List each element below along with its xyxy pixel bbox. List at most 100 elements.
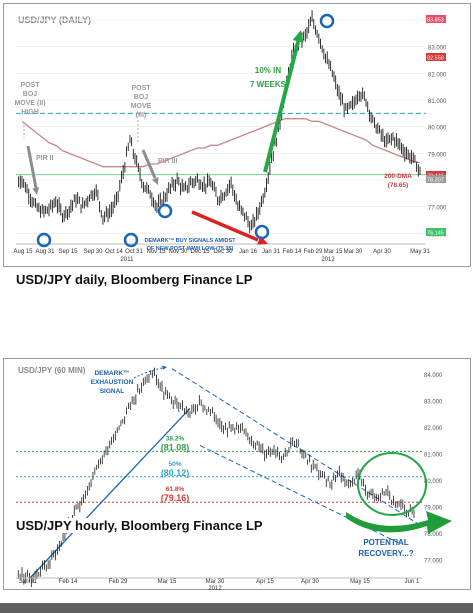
daily-y-tick-label: 77.000 bbox=[428, 206, 447, 212]
daily-200dma-label: 200-DMA bbox=[384, 173, 412, 180]
daily-y-tick-label: 83.000 bbox=[428, 46, 447, 52]
hourly-x-tick-label: Jun 1 bbox=[405, 579, 420, 585]
hourly-title: USD/JPY (60 MIN) bbox=[18, 366, 86, 375]
daily-gray-arrow-shaft bbox=[26, 145, 38, 189]
daily-gain-label: 10% IN bbox=[255, 66, 281, 75]
daily-x-tick-label: Aug 31 bbox=[35, 249, 55, 255]
daily-x-tick-label: Oct 14 bbox=[105, 249, 123, 255]
hourly-x-tick-label: Apr 15 bbox=[256, 579, 274, 585]
daily-gray-arrow-head bbox=[151, 177, 159, 185]
daily-x-tick-label: Mar 30 bbox=[344, 249, 363, 255]
daily-gray-arrow-head bbox=[32, 187, 40, 195]
hourly-fib-label: 61.8% bbox=[166, 486, 185, 493]
daily-x-tick-label: Jan 31 bbox=[262, 249, 281, 255]
hourly-demark-label: SIGNAL bbox=[100, 388, 125, 395]
daily-x-tick-label: Mar 15 bbox=[324, 249, 343, 255]
daily-x-tick-label: Dec 15 bbox=[190, 249, 210, 255]
daily-x-tick-label: Feb 29 bbox=[304, 249, 323, 255]
hourly-y-tick-label: 78.000 bbox=[424, 532, 443, 538]
daily-x-tick-label: Aug 15 bbox=[13, 249, 33, 255]
daily-post-boj-iii-label: (III) bbox=[136, 112, 147, 119]
hourly-chart-frame bbox=[3, 358, 471, 590]
daily-price-tag bbox=[426, 15, 446, 23]
bottom-bar bbox=[0, 603, 473, 613]
hourly-x-tick-label: Feb 29 bbox=[109, 579, 128, 585]
daily-price-tag bbox=[426, 53, 446, 61]
daily-200dma-label: (78.65) bbox=[388, 182, 409, 189]
daily-green-arrow-head bbox=[292, 30, 304, 43]
daily-price-tag-label: 78.207 bbox=[427, 178, 444, 184]
daily-price-tag-label: 76.145 bbox=[427, 231, 444, 237]
hourly-y-tick-label: 77.000 bbox=[424, 558, 443, 564]
hourly-y-tick-label: 82.000 bbox=[424, 426, 443, 432]
hourly-recovery-label: RECOVERY...? bbox=[358, 549, 413, 558]
hourly-x-tick-label: Feb 14 bbox=[59, 579, 78, 585]
daily-post-boj-iii-label: BOJ bbox=[134, 94, 149, 101]
daily-price-tag bbox=[426, 228, 446, 236]
hourly-fib-label: 38.2% bbox=[166, 435, 185, 442]
hourly-x-tick-label: Jan 31 bbox=[19, 579, 38, 585]
hourly-uptrend-line bbox=[29, 407, 191, 579]
hourly-fib-value: (79.16) bbox=[161, 493, 190, 503]
daily-post-boj-ii-label: MOVE (II) bbox=[14, 100, 45, 107]
daily-green-arrow-shaft bbox=[263, 41, 300, 173]
daily-demark-label: OF NEW POST WWII LOW (75.35) bbox=[147, 246, 234, 252]
daily-post-boj-ii-label: HIGH bbox=[21, 109, 39, 116]
daily-gray-arrow-shaft bbox=[141, 149, 157, 179]
daily-x-tick-label: Feb 14 bbox=[283, 249, 302, 255]
daily-y-tick-label: 81.000 bbox=[428, 99, 447, 105]
hourly-demark-pointer-head bbox=[162, 365, 167, 370]
hourly-chart-caption: USD/JPY hourly, Bloomberg Finance LP bbox=[16, 518, 265, 533]
hourly-fib-value: (81.08) bbox=[161, 442, 190, 452]
hourly-channel-upper bbox=[171, 368, 421, 526]
daily-x-tick-label: Nov 30 bbox=[168, 249, 188, 255]
hourly-y-tick-label: 81.000 bbox=[424, 452, 443, 458]
daily-x-tick-label: Dec 30 bbox=[213, 249, 233, 255]
hourly-fib-value: (80.12) bbox=[161, 468, 190, 478]
hourly-x-tick-label: Mar 30 bbox=[206, 579, 225, 585]
daily-price-tag-label: 82.558 bbox=[427, 56, 444, 62]
hourly-y-tick-label: 80.000 bbox=[424, 479, 443, 485]
hourly-y-tick-label: 79.000 bbox=[424, 505, 443, 511]
daily-x-tick-label: Oct 31 bbox=[125, 249, 143, 255]
hourly-demark-label: EXHAUSTION bbox=[91, 379, 134, 386]
hourly-recovery-arrow bbox=[346, 511, 452, 534]
daily-post-boj-iii-label: MOVE bbox=[131, 103, 152, 110]
daily-y-tick-label: 80.000 bbox=[428, 126, 447, 132]
hourly-x-tick-label: Apr 30 bbox=[301, 579, 319, 585]
daily-x-tick-label: May 31 bbox=[410, 249, 430, 255]
daily-200dma-line bbox=[21, 118, 421, 168]
daily-signal-circle bbox=[254, 224, 270, 240]
daily-post-boj-ii-label: BOJ bbox=[23, 91, 38, 98]
daily-chart-caption: USD/JPY daily, Bloomberg Finance LP bbox=[16, 272, 253, 287]
hourly-bottoming-ellipse bbox=[357, 452, 427, 516]
daily-x-tick-label: Sep 30 bbox=[83, 249, 103, 255]
daily-demark-label: DEMARK™ BUY SIGNALS AMIDST bbox=[144, 238, 236, 244]
hourly-y-tick-label: 84.000 bbox=[424, 373, 443, 379]
hourly-demark-label: DEMARK™ bbox=[94, 370, 129, 377]
daily-year-label: 2011 bbox=[121, 257, 135, 263]
daily-signal-circle bbox=[319, 13, 335, 29]
hourly-x-tick-label: Mar 15 bbox=[158, 579, 177, 585]
daily-post-boj-iii-label: POST bbox=[131, 85, 151, 92]
daily-price-tag-label: 83.853 bbox=[427, 18, 444, 24]
hourly-y-tick-label: 83.000 bbox=[424, 399, 443, 405]
daily-x-tick-label: Nov 15 bbox=[146, 249, 166, 255]
daily-year-label: 2012 bbox=[321, 257, 335, 263]
daily-x-tick-label: Apr 30 bbox=[373, 249, 391, 255]
daily-price-tag bbox=[426, 175, 446, 183]
hourly-fib-label: 50% bbox=[168, 461, 181, 468]
hourly-recovery-label: POTENTIAL bbox=[363, 538, 408, 547]
hourly-x-tick-label: May 15 bbox=[350, 579, 370, 585]
daily-x-tick-label: Sep 15 bbox=[58, 249, 78, 255]
daily-x-tick-label: Jan 16 bbox=[239, 249, 258, 255]
daily-y-tick-label: 82.000 bbox=[428, 72, 447, 78]
hourly-year-label: 2012 bbox=[208, 586, 222, 592]
daily-pir-iii-label: PIR III bbox=[158, 158, 178, 165]
daily-red-arrow-head bbox=[257, 235, 268, 245]
daily-red-arrow-shaft bbox=[191, 210, 259, 242]
daily-signal-circle bbox=[123, 232, 139, 248]
daily-y-tick-label: 79.000 bbox=[428, 152, 447, 158]
